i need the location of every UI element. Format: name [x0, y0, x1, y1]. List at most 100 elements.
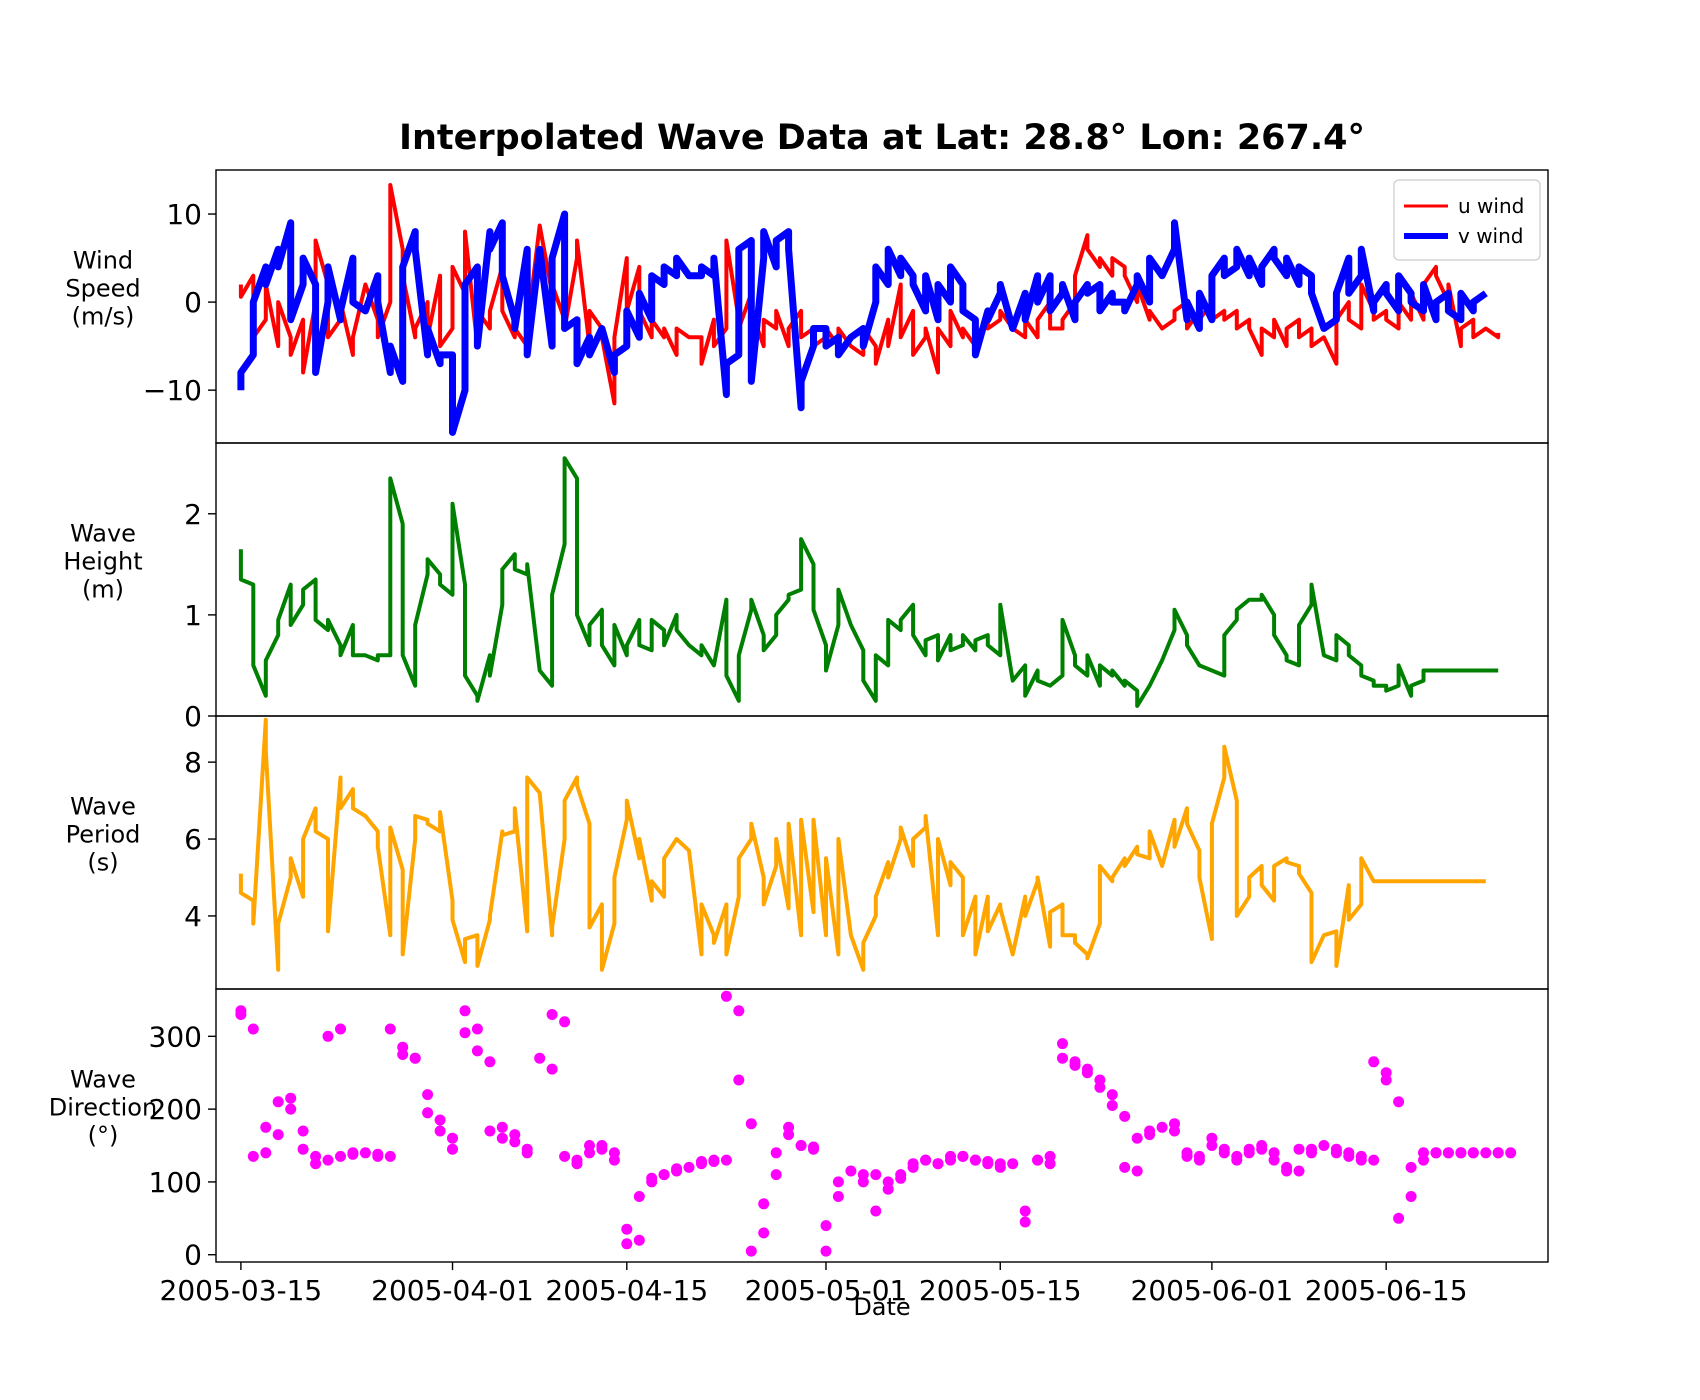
height-line	[238, 456, 1499, 708]
direction-point	[1368, 1154, 1380, 1166]
direction-point	[1094, 1081, 1106, 1093]
direction-point	[1505, 1147, 1517, 1159]
y-axis-label-line: Wave	[70, 793, 136, 821]
direction-point	[733, 1005, 745, 1017]
direction-point	[1106, 1089, 1118, 1101]
direction-point	[1156, 1121, 1168, 1133]
direction-point	[957, 1150, 969, 1162]
direction-point	[596, 1140, 608, 1151]
legend-label: v wind	[1458, 224, 1523, 248]
y-axis-label-line: Direction	[49, 1094, 157, 1122]
direction-point	[422, 1107, 434, 1119]
direction-point	[1218, 1147, 1230, 1159]
direction-point	[994, 1161, 1006, 1173]
direction-point	[1405, 1161, 1417, 1173]
direction-point	[969, 1154, 981, 1166]
direction-point	[1480, 1147, 1492, 1159]
direction-point	[285, 1092, 297, 1104]
y-axis-label-line: Period	[66, 821, 141, 849]
direction-point	[982, 1158, 994, 1170]
direction-point	[745, 1118, 757, 1130]
direction-point	[1268, 1154, 1280, 1166]
direction-point	[857, 1176, 869, 1188]
direction-point	[1393, 1096, 1405, 1108]
direction-point	[1368, 1056, 1380, 1068]
direction-point	[1293, 1143, 1305, 1155]
x-axis-label: Date	[853, 1293, 910, 1321]
y-tick-label: 8	[184, 746, 202, 779]
y-tick-label: 2	[184, 498, 202, 531]
direction-point	[1057, 1052, 1068, 1064]
direction-point	[546, 1063, 558, 1075]
direction-point	[708, 1154, 720, 1166]
direction-point	[1318, 1140, 1330, 1151]
direction-point	[459, 1005, 471, 1017]
direction-point	[845, 1165, 857, 1177]
direction-point	[272, 1096, 284, 1108]
direction-point	[608, 1154, 620, 1166]
direction-point	[820, 1245, 832, 1257]
direction-point	[434, 1114, 446, 1126]
direction-point	[1193, 1150, 1205, 1162]
y-axis-label-line: Speed	[65, 275, 140, 303]
direction-point	[783, 1121, 795, 1133]
direction-point	[1256, 1140, 1268, 1151]
direction-point	[733, 1074, 745, 1086]
direction-point	[384, 1150, 396, 1162]
direction-point	[1355, 1154, 1367, 1166]
y-tick-label: 6	[184, 823, 202, 856]
y-axis-label-line: (s)	[87, 849, 118, 877]
direction-point	[907, 1158, 919, 1170]
y-tick-label: 0	[184, 1239, 202, 1272]
direction-point	[1181, 1150, 1193, 1162]
direction-point	[1019, 1205, 1031, 1217]
direction-point	[1380, 1074, 1392, 1086]
direction-point	[297, 1143, 309, 1155]
direction-point	[285, 1103, 297, 1115]
direction-point	[571, 1158, 583, 1170]
direction-point	[870, 1169, 882, 1181]
direction-point	[335, 1023, 346, 1035]
y-axis-label-line: Wave	[70, 1066, 136, 1094]
direction-point	[633, 1191, 645, 1202]
direction-point	[1492, 1147, 1504, 1159]
direction-point	[422, 1089, 434, 1101]
legend: u wind v wind	[1393, 179, 1541, 261]
direction-point	[434, 1125, 446, 1137]
direction-point	[509, 1136, 521, 1148]
direction-point	[1169, 1125, 1180, 1137]
direction-point	[1455, 1147, 1467, 1159]
direction-point	[1467, 1147, 1479, 1159]
direction-point	[1393, 1212, 1405, 1224]
direction-point	[496, 1132, 508, 1144]
direction-point	[683, 1161, 695, 1173]
y-axis-label-line: (m/s)	[72, 303, 135, 331]
y-axis-label-line: Height	[63, 548, 142, 576]
direction-point	[1019, 1216, 1031, 1228]
direction-point	[932, 1158, 944, 1170]
x-tick-label: 2005-04-01	[371, 1274, 534, 1307]
y-tick-label: 10	[166, 198, 202, 231]
direction-point	[696, 1156, 707, 1167]
direction-point	[459, 1027, 471, 1039]
direction-point	[521, 1147, 533, 1159]
direction-point	[322, 1030, 334, 1042]
direction-point	[310, 1158, 322, 1170]
direction-point	[658, 1169, 670, 1181]
direction-point	[335, 1150, 346, 1162]
x-tick-label: 2005-03-15	[160, 1274, 323, 1307]
direction-point	[808, 1143, 819, 1155]
y-tick-label: 4	[184, 900, 202, 933]
direction-point	[1057, 1038, 1068, 1050]
direction-point	[1007, 1158, 1019, 1170]
direction-point	[372, 1150, 384, 1162]
direction-point	[895, 1169, 907, 1181]
x-tick-label: 2005-06-01	[1131, 1274, 1294, 1307]
direction-point	[720, 990, 732, 1002]
direction-point	[496, 1121, 508, 1133]
direction-point	[1330, 1147, 1342, 1159]
direction-point	[1144, 1129, 1156, 1141]
